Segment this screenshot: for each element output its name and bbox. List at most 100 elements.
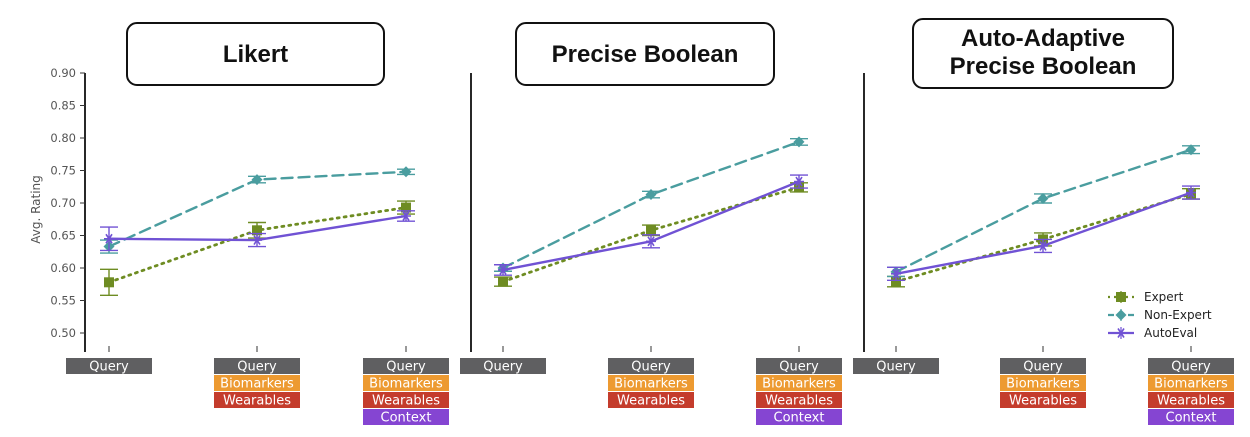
- autoeval-marker: [252, 235, 262, 245]
- legend: Expert Non-Expert AutoEval: [1108, 290, 1212, 340]
- category-tag-query: Query: [1000, 358, 1086, 375]
- category-tag-label: Wearables: [1009, 394, 1077, 409]
- category-tag-label: Query: [386, 360, 426, 375]
- category-tag-label: Context: [774, 411, 825, 426]
- category-tag-wearables: Wearables: [1000, 392, 1086, 409]
- y-axis-label: Avg. Rating: [29, 175, 43, 244]
- legend-label: AutoEval: [1144, 326, 1197, 340]
- panel-title-box: [126, 22, 385, 86]
- y-tick-label: 0.85: [50, 99, 76, 113]
- non-expert-marker: [251, 174, 263, 186]
- y-tick-label: 0.80: [50, 131, 76, 145]
- category-tag-box: [608, 358, 694, 374]
- category-tag-label: Query: [89, 360, 129, 375]
- panel-title-line: Auto-Adaptive: [961, 25, 1125, 52]
- y-tick-label: 0.65: [50, 229, 76, 243]
- panel-title: Precise Boolean: [552, 41, 739, 68]
- category-tag-label: Query: [631, 360, 671, 375]
- category-tag-box: [214, 375, 300, 391]
- category-tag-label: Biomarkers: [369, 377, 443, 392]
- category-tag-label: Wearables: [223, 394, 291, 409]
- autoeval-marker: [1038, 240, 1048, 251]
- category-tag-box: [1000, 392, 1086, 408]
- category-tag-box: [1148, 358, 1234, 374]
- category-tag-box: [756, 358, 842, 374]
- non-expert-marker: [1037, 192, 1049, 204]
- category-tag-label: Wearables: [372, 394, 440, 409]
- category-tag-query: Query: [1148, 358, 1234, 375]
- panel-title-box: [912, 18, 1174, 89]
- category-tag-box: [1148, 375, 1234, 391]
- legend-label: Non-Expert: [1144, 308, 1212, 322]
- category-tag-box: [363, 409, 449, 425]
- autoeval-series: [100, 210, 415, 252]
- panel-2: Precise Boolean Query Query Biomarkers Weara…: [460, 22, 842, 426]
- non-expert-marker: [1185, 144, 1197, 156]
- category-tag-label: Query: [237, 360, 277, 375]
- category-tag-box: [1148, 409, 1234, 425]
- panel-title-box: [515, 22, 775, 86]
- expert-marker: [646, 225, 656, 236]
- category-tag-biomarkers: Biomarkers: [363, 375, 449, 392]
- category-tag-box: [756, 375, 842, 391]
- legend-item-autoeval: AutoEval: [1108, 326, 1197, 340]
- y-tick-label: 0.50: [50, 326, 76, 340]
- non-expert-series: [494, 136, 808, 274]
- category-tag-query: Query: [66, 358, 152, 375]
- category-tag-query: Query: [460, 358, 546, 375]
- category-tag-label: Query: [779, 360, 819, 375]
- category-tag-label: Query: [1023, 360, 1063, 375]
- category-tag-query: Query: [756, 358, 842, 375]
- y-tick-label: 0.90: [50, 66, 76, 80]
- category-tag-label: Query: [876, 360, 916, 375]
- legend-item-non-expert: Non-Expert: [1108, 308, 1212, 322]
- category-tag-wearables: Wearables: [214, 392, 300, 409]
- autoeval-marker: [1186, 187, 1196, 198]
- non-expert-line: [894, 148, 1193, 274]
- expert-marker: [1116, 292, 1126, 302]
- autoeval-series: [494, 174, 808, 276]
- autoeval-marker: [401, 211, 411, 221]
- category-tag-query: Query: [608, 358, 694, 375]
- autoeval-series: [887, 185, 1200, 282]
- category-tag-label: Wearables: [1157, 394, 1225, 409]
- category-tag-box: [363, 392, 449, 408]
- autoeval-marker: [891, 268, 901, 279]
- expert-marker: [891, 276, 901, 287]
- category-tag-box: [363, 375, 449, 391]
- category-tag-label: Wearables: [765, 394, 833, 409]
- category-tag-query: Query: [214, 358, 300, 375]
- y-tick-label: 0.75: [50, 164, 76, 178]
- y-tick-label: 0.60: [50, 261, 76, 275]
- panel-title-line: Precise Boolean: [950, 53, 1137, 80]
- non-expert-line: [501, 140, 801, 270]
- category-tag-label: Biomarkers: [614, 377, 688, 392]
- category-tag-biomarkers: Biomarkers: [1000, 375, 1086, 392]
- category-tag-box: [363, 358, 449, 374]
- category-tag-box: [214, 358, 300, 374]
- category-tag-wearables: Wearables: [1148, 392, 1234, 409]
- panel-1: Likert 0.50 0.55 0.60 0.65 0.70 0.75 0.80 0.85 0.…: [29, 22, 449, 426]
- category-tag-biomarkers: Biomarkers: [608, 375, 694, 392]
- autoeval-marker: [1116, 328, 1126, 338]
- y-tick-label: 0.70: [50, 196, 76, 210]
- autoeval-marker: [104, 233, 114, 244]
- category-tag-label: Query: [483, 360, 523, 375]
- category-tag-query: Query: [363, 358, 449, 375]
- category-tag-box: [1000, 375, 1086, 391]
- category-tag-box: [756, 409, 842, 425]
- category-tag-label: Biomarkers: [762, 377, 836, 392]
- non-expert-marker: [400, 166, 412, 178]
- category-tag-context: Context: [1148, 409, 1234, 426]
- category-tag-biomarkers: Biomarkers: [756, 375, 842, 392]
- category-tag-context: Context: [363, 409, 449, 426]
- category-tag-context: Context: [756, 409, 842, 426]
- autoeval-marker: [498, 265, 508, 275]
- category-tag-biomarkers: Biomarkers: [214, 375, 300, 392]
- category-tag-box: [608, 392, 694, 408]
- category-tag-query: Query: [853, 358, 939, 375]
- expert-marker: [252, 225, 262, 236]
- panel-title: Likert: [223, 41, 288, 68]
- category-tag-box: [608, 375, 694, 391]
